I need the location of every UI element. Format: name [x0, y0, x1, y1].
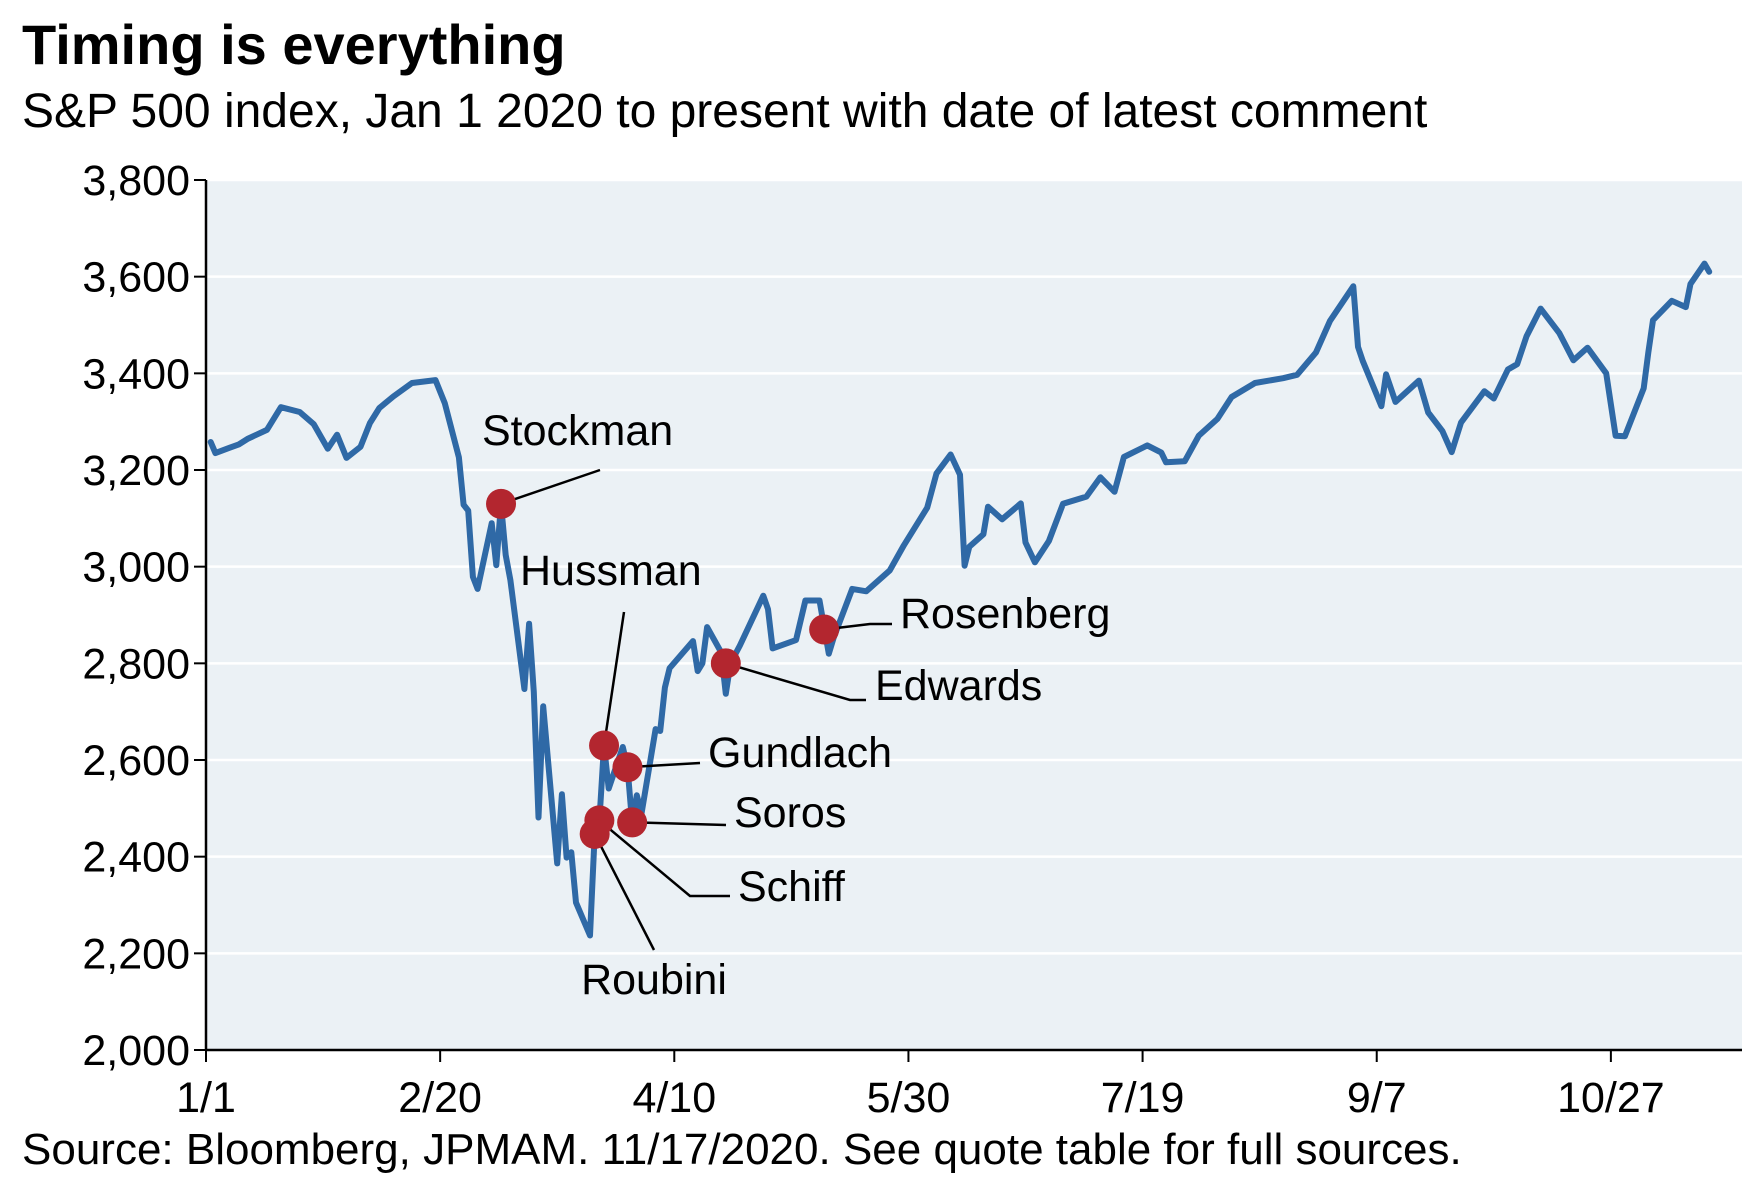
annotation-leader-rosenberg: [823, 622, 892, 631]
x-tick-label: 7/19: [1101, 1074, 1185, 1122]
annotation-label-soros: Soros: [734, 789, 846, 837]
x-tick-label: 10/27: [1557, 1074, 1665, 1122]
plot-area: [206, 180, 1742, 1050]
annotation-leader-hussman: [602, 611, 626, 746]
annotation-marker-rosenberg: [809, 614, 840, 645]
annotation-leader-stockman: [500, 468, 601, 506]
annotation-leader-edwards: [725, 662, 866, 702]
x-tick-label: 9/7: [1347, 1074, 1407, 1122]
y-tick-label: 2,200: [82, 930, 190, 978]
annotation-label-stockman: Stockman: [482, 407, 673, 455]
annotation-marker-soros: [617, 807, 648, 838]
annotation-marker-hussman: [589, 730, 620, 761]
annotation-label-hussman: Hussman: [520, 547, 702, 595]
x-tick-label: 4/10: [632, 1074, 716, 1122]
annotation-label-gundlach: Gundlach: [708, 729, 892, 777]
y-tick-label: 2,600: [82, 737, 190, 785]
annotation-marker-edwards: [710, 648, 741, 679]
gridlines: [206, 178, 1742, 955]
annotation-marker-roubini: [579, 818, 610, 849]
y-tick-label: 2,400: [82, 834, 190, 882]
annotation-label-edwards: Edwards: [875, 662, 1042, 710]
chart-title: Timing is everything: [22, 13, 566, 76]
annotation-leader-schiff: [598, 819, 730, 898]
y-axis-ticks: 2,000 2,200 2,400 2,600 2,800 3,000 3,200 3,400…: [82, 157, 206, 1075]
y-tick-label: 3,600: [82, 254, 190, 302]
annotation-marker-stockman: [486, 488, 517, 519]
chart-subtitle: S&P 500 index, Jan 1 2020 to present wit…: [22, 85, 1428, 138]
annotation-label-schiff: Schiff: [738, 863, 846, 911]
annotation-leader-roubini: [593, 833, 656, 951]
annotation-marker-gundlach: [612, 752, 643, 783]
x-axis-ticks: 1/1 2/20 4/10 5/30 7/19 9/7 10/27: [176, 1050, 1665, 1122]
annotation-markers: [486, 488, 840, 849]
y-tick-label: 2,800: [82, 640, 190, 688]
x-tick-label: 1/1: [176, 1074, 236, 1122]
axes: [204, 180, 1742, 1052]
annotation-leader-soros: [632, 821, 727, 827]
annotation-leaders: [500, 468, 892, 951]
annotation-labels: Stockman Hussman Gundlach Soros SchiffRoubin…: [482, 407, 1110, 1004]
annotation-label-rosenberg: Rosenberg: [900, 590, 1110, 638]
y-tick-label: 2,000: [82, 1027, 190, 1075]
y-tick-label: 3,000: [82, 544, 190, 592]
y-tick-label: 3,200: [82, 447, 190, 495]
annotation-label-roubini: Roubini: [581, 956, 727, 1004]
y-tick-label: 3,800: [82, 157, 190, 205]
x-tick-label: 5/30: [867, 1074, 951, 1122]
x-tick-label: 2/20: [398, 1074, 482, 1122]
source-note: Source: Bloomberg, JPMAM. 11/17/2020. Se…: [22, 1125, 1462, 1174]
y-tick-label: 3,400: [82, 350, 190, 398]
